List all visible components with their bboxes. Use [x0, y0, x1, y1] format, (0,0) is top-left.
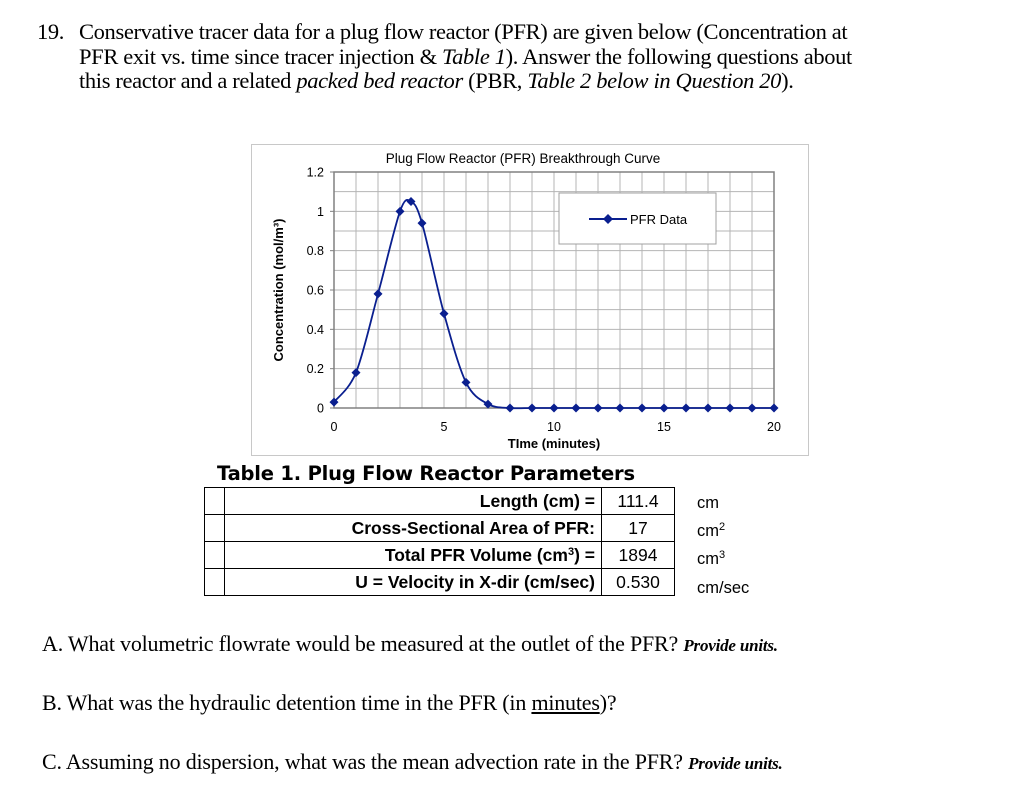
data-point-diamond-icon — [351, 368, 361, 378]
param-value: 0.530 — [601, 568, 675, 596]
unit-area: cm2 — [697, 521, 726, 541]
param-value: 111.4 — [601, 487, 675, 515]
data-point-diamond-icon — [329, 397, 339, 407]
data-point-diamond-icon — [483, 399, 493, 409]
header-line-1: Conservative tracer data for a plug flow… — [79, 19, 848, 44]
chart-title: Plug Flow Reactor (PFR) Breakthrough Cur… — [386, 151, 661, 166]
data-point-diamond-icon — [461, 377, 471, 387]
y-tick-label: 1 — [317, 205, 324, 219]
breakthrough-chart: Plug Flow Reactor (PFR) Breakthrough Cur… — [251, 144, 809, 456]
param-label: Total PFR Volume (cm3) = — [224, 541, 602, 569]
chart-svg: Plug Flow Reactor (PFR) Breakthrough Cur… — [271, 151, 781, 451]
param-label: Length (cm) = — [224, 487, 602, 515]
legend-diamond-marker-icon — [603, 214, 613, 224]
data-point-diamond-icon — [527, 403, 537, 413]
question-19-header: 19. Conservative tracer data for a plug … — [37, 19, 1007, 94]
x-axis-label: TIme (minutes) — [508, 436, 600, 451]
header-line-2: PFR exit vs. time since tracer injection… — [79, 43, 852, 69]
y-tick-label: 0.2 — [307, 362, 324, 376]
data-point-diamond-icon — [406, 197, 416, 206]
data-point-diamond-icon — [373, 289, 383, 299]
data-point-diamond-icon — [769, 403, 779, 413]
legend-box — [558, 192, 717, 245]
x-tick-label: 20 — [767, 420, 781, 434]
x-tick-label: 0 — [331, 420, 338, 434]
table-1-parameters: Length (cm) = 111.4 Cross-Sectional Area… — [204, 487, 675, 596]
x-tick-label: 10 — [547, 420, 561, 434]
unit-length: cm — [697, 494, 719, 512]
legend: PFR Data — [558, 192, 717, 245]
y-axis-ticks: 0 0.2 0.4 0.6 0.8 1 1.2 — [307, 166, 334, 416]
question-a: A. What volumetric flowrate would be mea… — [42, 631, 778, 656]
data-point-diamond-icon — [505, 403, 515, 413]
param-label: U = Velocity in X-dir (cm/sec) — [224, 568, 602, 596]
data-point-diamond-icon — [417, 218, 427, 228]
x-axis-ticks: 0 5 10 15 20 — [331, 420, 781, 434]
question-number: 19. — [37, 19, 65, 44]
table-row-area: Cross-Sectional Area of PFR: 17 — [204, 514, 675, 542]
data-point-diamond-icon — [571, 403, 581, 413]
table-1-title: Table 1. Plug Flow Reactor Parameters — [217, 462, 635, 485]
data-point-diamond-icon — [615, 403, 625, 413]
table-row-length: Length (cm) = 111.4 — [204, 487, 675, 515]
data-point-diamond-icon — [549, 403, 559, 413]
x-tick-label: 15 — [657, 420, 671, 434]
y-tick-label: 0.6 — [307, 284, 324, 298]
param-label: Cross-Sectional Area of PFR: — [224, 514, 602, 542]
x-tick-label: 5 — [441, 420, 448, 434]
question-c: C. Assuming no dispersion, what was the … — [42, 749, 783, 774]
legend-label: PFR Data — [630, 212, 688, 227]
header-line-3: this reactor and a related packed bed re… — [79, 68, 794, 93]
pfr-data-markers — [329, 197, 779, 413]
unit-volume: cm3 — [697, 549, 726, 569]
param-value: 1894 — [601, 541, 675, 569]
param-value: 17 — [601, 514, 675, 542]
y-axis-label: Concentration (mol/m³) — [271, 219, 286, 362]
data-point-diamond-icon — [703, 403, 713, 413]
data-point-diamond-icon — [725, 403, 735, 413]
table-row-velocity: U = Velocity in X-dir (cm/sec) 0.530 — [204, 568, 675, 596]
unit-velocity: cm/sec — [697, 579, 750, 597]
table-row-volume: Total PFR Volume (cm3) = 1894 — [204, 541, 675, 569]
y-tick-label: 0.4 — [307, 323, 324, 337]
data-point-diamond-icon — [637, 403, 647, 413]
data-point-diamond-icon — [439, 309, 449, 319]
data-point-diamond-icon — [659, 403, 669, 413]
data-point-diamond-icon — [395, 206, 405, 216]
y-tick-label: 1.2 — [307, 166, 324, 180]
data-point-diamond-icon — [747, 403, 757, 413]
y-tick-label: 0.8 — [307, 244, 324, 258]
data-point-diamond-icon — [681, 403, 691, 413]
y-tick-label: 0 — [317, 402, 324, 416]
question-b: B. What was the hydraulic detention time… — [42, 690, 617, 715]
data-point-diamond-icon — [593, 403, 603, 413]
